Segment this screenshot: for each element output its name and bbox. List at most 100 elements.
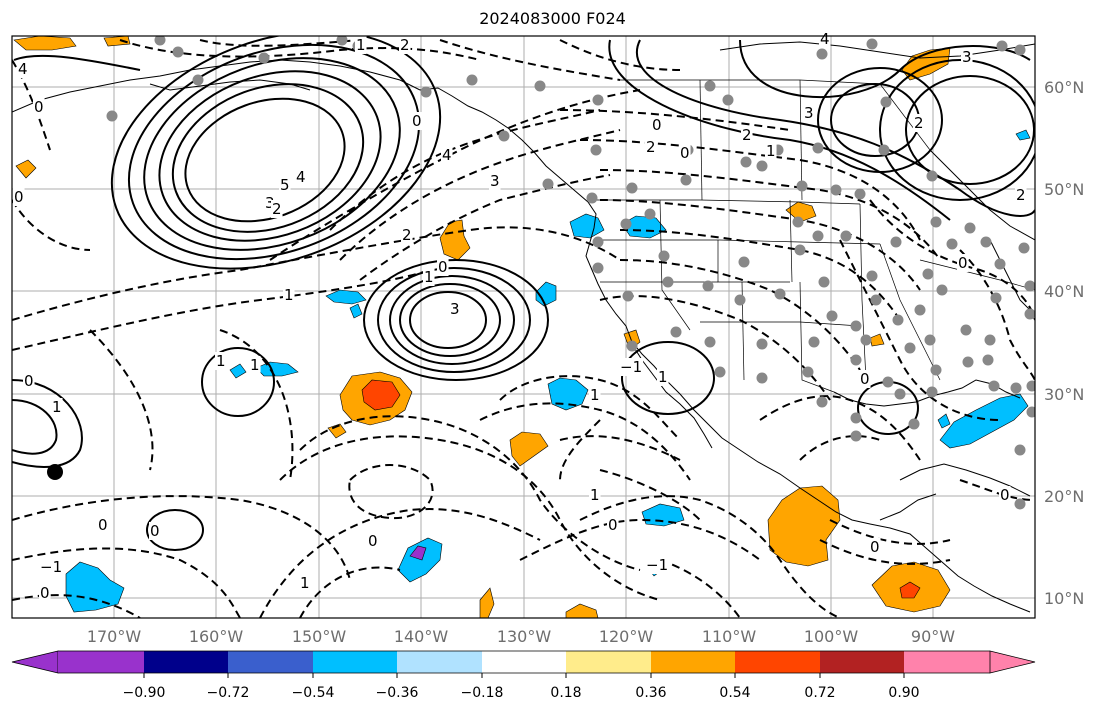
colorbar-tick-label: −0.18 [461,685,504,701]
contour-label-halo [645,556,670,574]
contour-label-halo [913,114,925,132]
contour-label: 1 [250,356,260,374]
contour-label-halo [589,486,601,504]
contour-label: 0 [870,538,880,556]
contour-label: 0 [680,144,690,162]
contour-label: 1 [52,398,62,416]
latitude-labels: 60°N 50°N 40°N 30°N 20°N 10°N [1044,78,1084,608]
colorbar-tick-label: 0.36 [635,685,666,701]
blue-patch [939,393,1029,449]
contour-label: 0 [412,112,422,130]
contour-label-halo [149,522,161,540]
lat-label: 20°N [1044,487,1084,506]
contour-label: 1 [590,386,600,404]
colorbar-seg [228,651,313,673]
contour-label-halo [401,226,413,244]
contour-label: 1 [590,486,600,504]
contour-label: 1 [356,36,366,54]
contour-label: 3 [962,48,972,66]
contour-label-halo [97,516,109,534]
coastlines [12,41,1035,613]
contour-label: 0 [368,532,378,550]
map-panel: 2 3 5 4 2 3 1 0 4 3 2 1 0 0 1 0 −1 0 0 1… [11,30,1036,619]
purple-patch [409,545,427,561]
contour-label-halo [411,112,423,130]
contour-label-halo [957,254,969,272]
contour-label-halo [657,368,669,386]
blue-patch [65,561,125,613]
contour-label: 0 [652,116,662,134]
contour-label-halo [13,188,25,206]
contour-label: 0 [24,372,34,390]
contour-label-halo [869,538,881,556]
contour-label: 2 [1016,186,1026,204]
lat-label: 50°N [1044,180,1084,199]
black-marker [47,464,63,480]
contour-label: 0 [98,516,108,534]
orange-patch [509,431,549,467]
contour-label-halo [859,370,871,388]
contour-label-halo [423,268,435,286]
colorbar-seg [651,651,735,673]
colorbar-tick-label: 0.54 [719,685,750,701]
contour-label-halo [215,352,227,370]
contour-label: 0 [150,522,160,540]
colorbar-tick-label: 0.18 [550,685,581,701]
contour-label-halo [645,138,657,156]
contour-label-halo [299,574,311,592]
blue-patch [621,215,667,239]
contour-label: 4 [18,60,28,78]
colorbar-seg [820,651,904,673]
red-patch [361,379,401,411]
colorbar-tick-label: 0.72 [804,685,835,701]
contour-label-halo [249,356,261,374]
contour-label: −1 [620,358,642,376]
contour-label-halo [33,98,45,116]
contour-label: 2 [272,200,282,218]
contour-label: 0 [40,584,50,602]
lon-label: 160°W [189,627,244,646]
contour-label-halo [367,532,379,550]
contour-label-halo [39,584,51,602]
contour-label: 0 [34,98,44,116]
colorbar-tick-label: −0.54 [292,685,335,701]
contour-label-halo [607,516,619,534]
contour-label: 2 [742,126,752,144]
blue-patch [937,413,951,429]
contour-label: 1 [424,268,434,286]
contour-label-halo [264,194,276,212]
contour-label: 4 [296,168,306,186]
lat-label: 60°N [1044,78,1084,97]
contour-label-halo [399,36,411,54]
contour-label: 1 [216,352,226,370]
blue-patch [397,537,443,583]
blue-patch [641,503,685,527]
lon-label: 100°W [804,627,859,646]
contour-label-halo [437,258,449,276]
orange-patch [565,603,599,618]
lat-label: 10°N [1044,589,1084,608]
orange-patch [479,587,495,618]
contour-label: 1 [300,574,310,592]
red-patch [899,581,921,599]
contour-label-halo [679,144,691,162]
colorbar-seg [58,651,144,673]
contour-label-halo [619,358,644,376]
contour-label: 0 [1000,486,1010,504]
contour-label: 3 [265,194,275,212]
contour-label-halo [803,104,815,122]
contour-label-halo [741,126,753,144]
shaded-anomalies [13,36,1031,618]
lon-label: 120°W [599,627,654,646]
contour-label-halo [819,30,831,48]
lon-label: 150°W [292,627,347,646]
lon-label: 130°W [497,627,552,646]
contour-label-halo [39,558,64,576]
longitude-labels: 170°W 160°W 150°W 140°W 130°W 120°W 110°… [87,627,955,646]
contour-label-halo [1015,186,1027,204]
contour-label-halo [17,60,29,78]
colorbar-seg [313,651,397,673]
contour-label-halo [355,36,367,54]
state-borders [596,79,1035,393]
contour-label: 0 [438,258,448,276]
